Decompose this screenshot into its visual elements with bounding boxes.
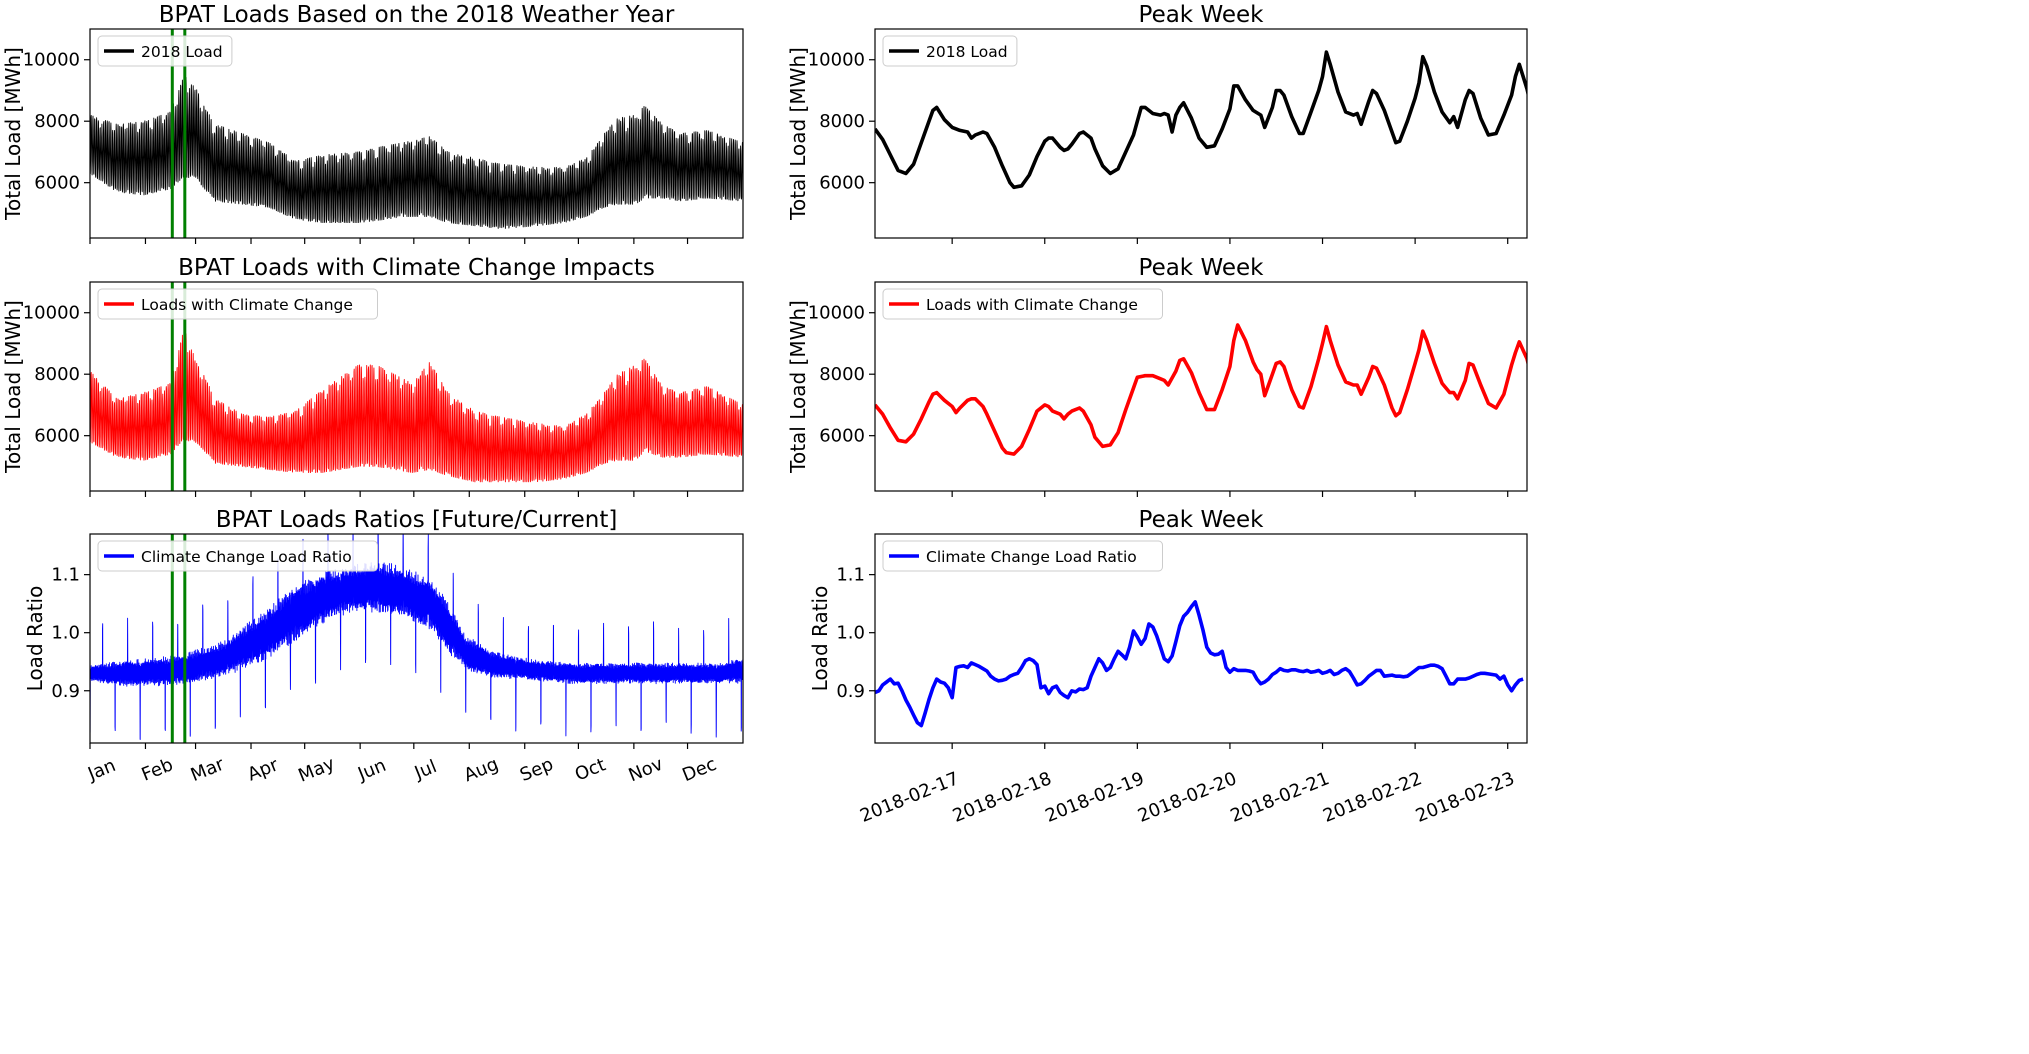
y-tick-label: 6000 xyxy=(34,173,80,194)
legend-box xyxy=(97,35,233,67)
plot-area xyxy=(875,50,1527,190)
chart-p3: BPAT Loads with Climate Change Impacts To… xyxy=(1,255,744,497)
x-tick-label: Mar xyxy=(188,754,228,786)
legend: Climate Change Load Ratio xyxy=(97,540,378,572)
x-tick-label: 2018-02-23 xyxy=(1413,768,1518,827)
legend-label: 2018 Load xyxy=(141,43,223,61)
plot-frame xyxy=(89,281,744,492)
y-axis-label: Total Load [MWh] xyxy=(786,300,810,474)
series-line xyxy=(875,50,1527,190)
y-tick-label: 8000 xyxy=(819,111,865,132)
y-axis-label: Total Load [MWh] xyxy=(1,300,25,474)
legend-box xyxy=(882,288,1163,320)
legend-label: Climate Change Load Ratio xyxy=(926,548,1137,566)
x-tick-label: Dec xyxy=(679,754,719,787)
plot-frame xyxy=(89,28,744,239)
series-line xyxy=(90,534,743,740)
x-tick-label: Aug xyxy=(461,754,501,787)
chart-title: BPAT Loads Ratios [Future/Current] xyxy=(216,507,618,533)
x-tick-label: Feb xyxy=(139,754,176,785)
legend: Climate Change Load Ratio xyxy=(882,540,1163,572)
y-tick-label: 6000 xyxy=(819,173,865,194)
plot-frame xyxy=(874,281,1528,492)
x-tick-label: 2018-02-21 xyxy=(1228,768,1333,827)
series-line xyxy=(875,323,1527,456)
y-tick-label: 8000 xyxy=(34,111,80,132)
y-tick-label: 6000 xyxy=(819,426,865,447)
x-tick-label: Nov xyxy=(626,753,667,786)
x-tick-label: Jul xyxy=(411,756,440,784)
chart-title: BPAT Loads Based on the 2018 Weather Yea… xyxy=(159,2,675,28)
chart-title: Peak Week xyxy=(1139,2,1265,28)
plot-frame xyxy=(874,533,1528,744)
x-tick-label: Oct xyxy=(572,754,609,785)
legend-label: 2018 Load xyxy=(926,43,1008,61)
y-tick-label: 8000 xyxy=(819,364,865,385)
x-tick-label: Jan xyxy=(84,755,119,785)
legend-label: Loads with Climate Change xyxy=(141,296,353,314)
legend-label: Loads with Climate Change xyxy=(926,296,1138,314)
y-tick-label: 10000 xyxy=(808,50,865,71)
legend-box xyxy=(882,35,1018,67)
y-tick-label: 1.1 xyxy=(836,565,865,586)
y-axis-label: Total Load [MWh] xyxy=(1,47,25,221)
y-tick-label: 0.9 xyxy=(51,681,80,702)
y-tick-label: 10000 xyxy=(23,303,80,324)
chart-title: Peak Week xyxy=(1139,255,1265,281)
x-tick-label: 2018-02-18 xyxy=(950,768,1055,827)
plot-area xyxy=(875,600,1524,728)
y-axis-label: Total Load [MWh] xyxy=(786,47,810,221)
y-axis-label: Load Ratio xyxy=(23,586,47,692)
plot-frame xyxy=(874,28,1528,239)
y-tick-label: 0.9 xyxy=(836,681,865,702)
chart-title: BPAT Loads with Climate Change Impacts xyxy=(178,255,655,281)
x-tick-label: May xyxy=(295,753,338,787)
legend: 2018 Load xyxy=(97,35,233,67)
y-tick-label: 10000 xyxy=(23,50,80,71)
series-line xyxy=(90,77,743,229)
chart-title: Peak Week xyxy=(1139,507,1265,533)
y-tick-label: 1.1 xyxy=(51,565,80,586)
x-tick-label: 2018-02-22 xyxy=(1320,768,1425,827)
legend-box xyxy=(882,540,1163,572)
x-tick-label: Apr xyxy=(245,754,282,785)
x-tick-label: 2018-02-20 xyxy=(1135,768,1240,827)
y-tick-label: 1.0 xyxy=(836,623,865,644)
legend-box xyxy=(97,540,378,572)
y-tick-label: 10000 xyxy=(808,303,865,324)
plot-frame xyxy=(89,533,744,744)
legend-box xyxy=(97,288,378,320)
legend: 2018 Load xyxy=(882,35,1018,67)
chart-p5: BPAT Loads Ratios [Future/Current] Load R… xyxy=(23,507,744,787)
series-line xyxy=(90,332,743,483)
legend: Loads with Climate Change xyxy=(882,288,1163,320)
chart-p4: Peak Week Total Load [MWh] 6000 8000 10000 Lo… xyxy=(786,255,1528,497)
x-tick-label: Sep xyxy=(517,754,556,786)
y-tick-label: 1.0 xyxy=(51,623,80,644)
y-axis-label: Load Ratio xyxy=(808,586,832,692)
y-tick-label: 8000 xyxy=(34,364,80,385)
x-tick-label: 2018-02-17 xyxy=(857,768,962,827)
legend: Loads with Climate Change xyxy=(97,288,378,320)
series-line xyxy=(875,600,1524,728)
plot-area xyxy=(875,323,1527,456)
chart-p1: BPAT Loads Based on the 2018 Weather Yea… xyxy=(1,2,744,244)
y-tick-label: 6000 xyxy=(34,426,80,447)
x-tick-label: Jun xyxy=(354,755,389,785)
legend-label: Climate Change Load Ratio xyxy=(141,548,352,566)
chart-p2: Peak Week Total Load [MWh] 6000 8000 10000 20… xyxy=(786,2,1528,244)
x-tick-label: 2018-02-19 xyxy=(1042,768,1147,827)
